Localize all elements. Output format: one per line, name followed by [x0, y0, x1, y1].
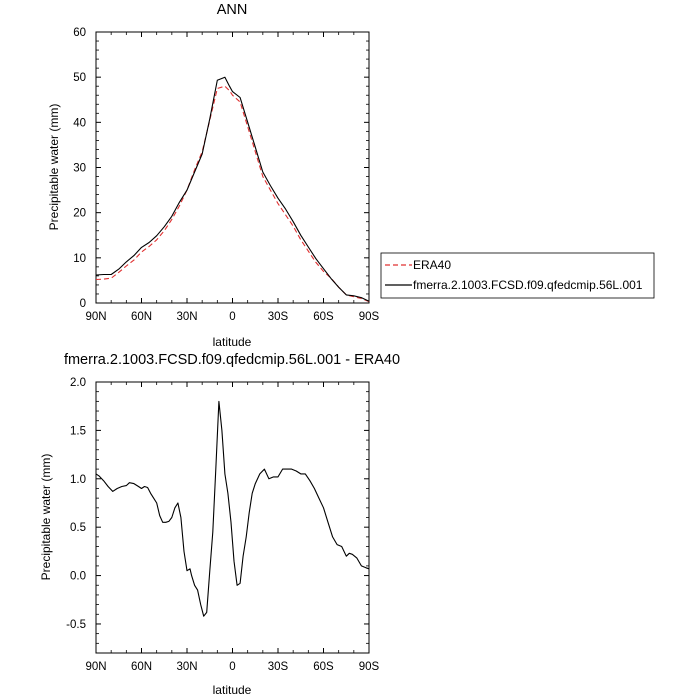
y-tick-label: 10 — [73, 253, 86, 265]
y-tick-label: 2.0 — [70, 377, 86, 389]
x-axis-label: latitude — [213, 683, 252, 697]
x-tick-label: 90S — [359, 311, 380, 323]
y-axis-label: Precipitable water (mm) — [47, 104, 61, 231]
x-tick-label: 60N — [131, 311, 152, 323]
y-tick-label: 1.0 — [70, 474, 86, 486]
y-tick-label: 60 — [73, 27, 86, 39]
x-tick-label: 90N — [85, 311, 106, 323]
y-tick-label: 1.5 — [70, 425, 86, 437]
x-tick-label: 60N — [131, 661, 152, 673]
series-group — [95, 76, 370, 303]
bottom-chart: fmerra.2.1003.FCSD.f09.qfedcmip.56L.001 … — [39, 352, 400, 697]
y-tick-label: 50 — [73, 72, 86, 84]
series-group — [95, 400, 370, 617]
x-tick-label: 30N — [176, 661, 197, 673]
x-axis-label: latitude — [213, 335, 252, 349]
x-tick-label: 60S — [313, 311, 334, 323]
y-axis-label: Precipitable water (mm) — [39, 454, 53, 581]
x-tick-label: 90S — [359, 661, 380, 673]
y-tick-label: 0.5 — [70, 522, 86, 534]
legend-entry-model: fmerra.2.1003.FCSD.f09.qfedcmip.56L.001 — [413, 278, 643, 292]
chart-title: ANN — [217, 2, 248, 18]
y-tick-label: 20 — [73, 208, 86, 220]
x-tick-label: 0 — [229, 661, 235, 673]
legend: ERA40 fmerra.2.1003.FCSD.f09.qfedcmip.56… — [380, 252, 655, 299]
y-tick-label: 30 — [73, 163, 86, 175]
legend-entry-era40: ERA40 — [413, 258, 451, 272]
top-chart: ANN 90N 60N 30N 0 30S 60S 90S 0 10 20 30 40 50 60 lat… — [47, 2, 380, 349]
plot-frame — [95, 31, 370, 304]
chart-title: fmerra.2.1003.FCSD.f09.qfedcmip.56L.001 … — [64, 352, 400, 368]
legend-frame — [380, 252, 655, 299]
plot-frame — [95, 381, 370, 654]
series-line-0 — [95, 400, 370, 617]
y-tick-label: 40 — [73, 117, 86, 129]
series-line-1 — [95, 76, 370, 302]
y-tick-label: 0.0 — [70, 571, 86, 583]
tick-group: 90N 60N 30N 0 30S 60S 90S -0.5 0.0 0.5 1.0 1.5 2.0 — [66, 377, 379, 673]
y-tick-label: 0 — [80, 298, 86, 310]
tick-group: 90N 60N 30N 0 30S 60S 90S 0 10 20 30 40 50 60 — [73, 27, 379, 323]
series-line-0 — [95, 85, 370, 303]
x-tick-label: 30S — [268, 661, 289, 673]
x-tick-label: 90N — [85, 661, 106, 673]
x-tick-label: 30S — [268, 311, 289, 323]
y-tick-label: -0.5 — [66, 619, 86, 631]
x-tick-label: 60S — [313, 661, 334, 673]
x-tick-label: 0 — [229, 311, 235, 323]
x-tick-label: 30N — [176, 311, 197, 323]
